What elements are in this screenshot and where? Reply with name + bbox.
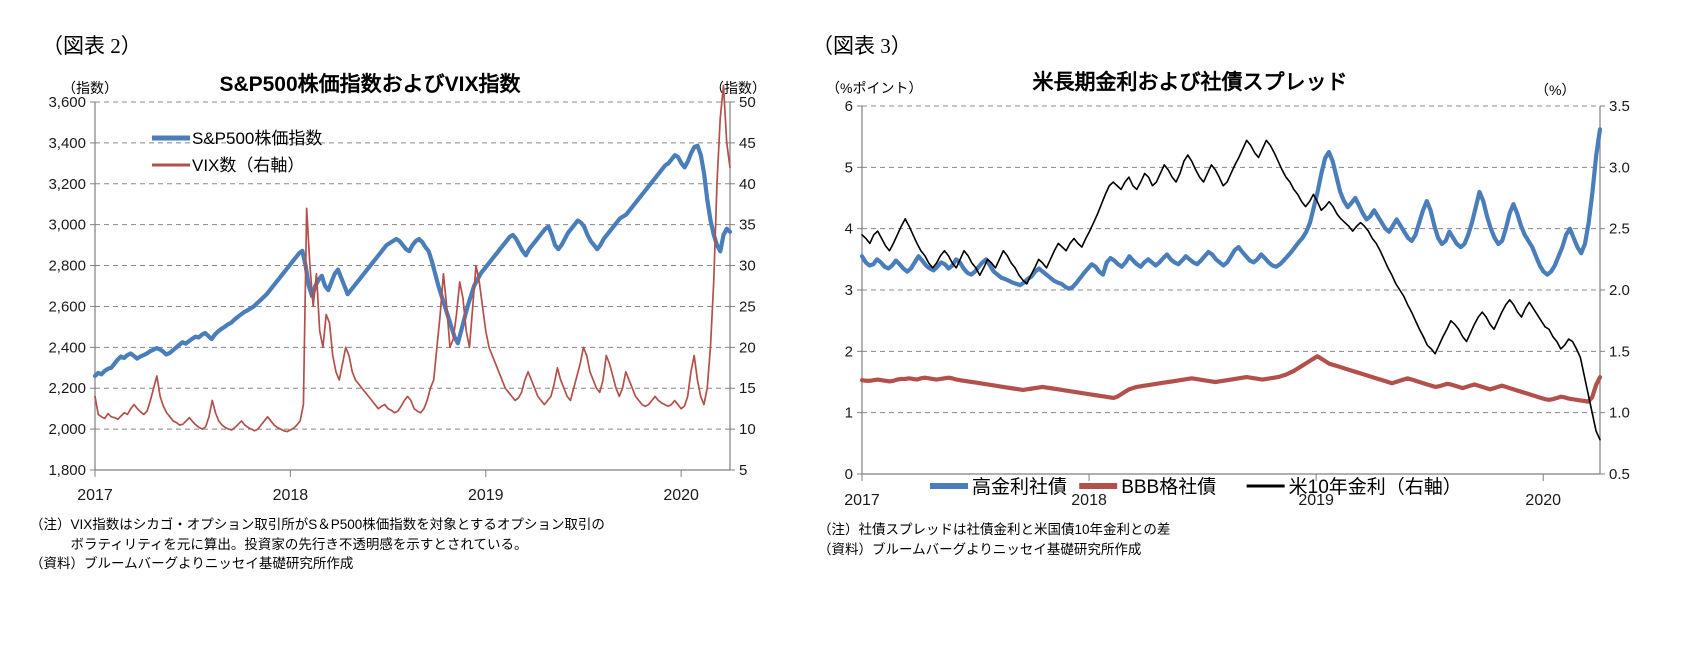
y2-axis-tick-label: 35 [739,217,756,234]
x-axis-tick-label: 2017 [844,492,880,509]
chart-legend: 高金利社債 BBB格社債 米10年金利（右軸） [930,476,1462,498]
figure-3-note-line-1: （注）社債スプレッドは社債金利と米国債10年金利との差 [818,522,1171,537]
series-line [92,143,733,379]
x-axis-tick-label: 2019 [1298,492,1334,509]
y2-axis-tick-label: 1.0 [1609,405,1630,422]
y2-axis-tick-label: 0.5 [1609,466,1630,483]
figure-3-panel: （図表 3） 米長期金利および社債スプレッド （%ポイント） （%） 0 0.5 1… [800,0,1693,658]
y2-axis-tick-label: 45 [739,135,756,152]
figure-2-plot: 1,800 5 2,000 10 2,200 15 2,400 20 2,600 25 2,800 3… [48,84,756,504]
figure-3-plot: 0 0.5 1 1.0 2 1.5 3 2.0 4 2.5 5 3.0 6 3.5 2017 2018 2019… [844,98,1630,509]
y-axis-tick-label: 6 [845,98,853,115]
y-axis-tick-label: 3,600 [48,94,86,111]
legend-label: S&P500株価指数 [192,129,322,148]
figure-2-left-axis-unit: （指数） [62,80,118,96]
y-axis-tick-label: 2,200 [48,380,86,397]
y2-axis-tick-label: 40 [739,176,756,193]
figure-2-label: （図表 2） [42,34,142,58]
figure-2-note-line-3: （資料）ブルームバーグよりニッセイ基礎研究所作成 [30,556,354,572]
y-axis-tick-label: 2,400 [48,339,86,356]
series-line [859,354,1603,404]
y-axis-tick-label: 3,000 [48,217,86,234]
y2-axis-tick-label: 5 [739,462,747,479]
legend-label: 米10年金利（右軸） [1289,476,1462,498]
figure-3-left-axis-unit: （%ポイント） [826,80,923,96]
legend-label: BBB格社債 [1121,476,1216,498]
y2-axis-tick-label: 2.5 [1609,221,1630,238]
y2-axis-tick-label: 3.0 [1609,159,1630,176]
series-line [94,84,731,433]
y-axis-tick-label: 3,400 [48,135,86,152]
x-axis-tick-label: 2018 [273,487,309,504]
series-line [861,139,1601,441]
x-axis-tick-label: 2020 [1525,492,1561,509]
y2-axis-tick-label: 20 [739,339,756,356]
figure-2-note-line-1: （注）VIX指数はシカゴ・オプション取引所がS＆P500株価指数を対象とするオプ… [30,517,605,532]
y2-axis-tick-label: 25 [739,298,756,315]
y-axis-tick-label: 3,200 [48,176,86,193]
y2-axis-tick-label: 10 [739,421,756,438]
y-axis-tick-label: 0 [845,466,853,483]
y-axis-tick-label: 2 [845,343,853,360]
x-axis-tick-label: 2020 [663,487,699,504]
figure-2-notes: （注）VIX指数はシカゴ・オプション取引所がS＆P500株価指数を対象とするオプ… [30,515,605,574]
y-axis-tick-label: 1 [845,405,853,422]
figure-2-note-line-2: ボラティリティを元に算出。投資家の先行き不透明感を示すとされている。 [30,536,528,552]
figure-3-title: 米長期金利および社債スプレッド [1032,71,1348,94]
figure-2-title: S&P500株価指数およびVIX指数 [219,73,521,96]
y-axis-tick-label: 4 [845,221,853,238]
y-axis-tick-label: 2,000 [48,421,86,438]
y-axis-tick-label: 3 [845,282,853,299]
y2-axis-tick-label: 3.5 [1609,98,1630,115]
y2-axis-tick-label: 2.0 [1609,282,1630,299]
figure-3-note-line-2: （資料）ブルームバーグよりニッセイ基礎研究所作成 [818,541,1142,557]
y2-axis-tick-label: 15 [739,380,756,397]
y-axis-tick-label: 2,600 [48,298,86,315]
legend-label: 高金利社債 [972,476,1067,498]
x-axis-tick-label: 2019 [468,487,504,504]
y-axis-tick-label: 5 [845,159,853,176]
x-axis-tick-label: 2018 [1071,492,1107,509]
y2-axis-tick-label: 1.5 [1609,343,1630,360]
legend-label: VIX数（右軸） [192,156,304,175]
chart-legend: S&P500株価指数 VIX数（右軸） [152,129,322,175]
figure-3-notes: （注）社債スプレッドは社債金利と米国債10年金利との差 （資料）ブルームバーグよ… [818,520,1170,559]
x-axis-tick-label: 2017 [77,487,113,504]
y2-axis-tick-label: 30 [739,258,756,275]
figure-2-panel: （図表 2） S&P500株価指数およびVIX指数 （指数） （指数） 1,80… [0,0,800,658]
figure-3-right-axis-unit: （%） [1535,82,1576,98]
y-axis-tick-label: 2,800 [48,258,86,275]
y-axis-tick-label: 1,800 [48,462,86,479]
figure-3-label: （図表 3） [812,34,912,58]
y2-axis-tick-label: 50 [739,94,756,111]
series-line [859,127,1603,291]
